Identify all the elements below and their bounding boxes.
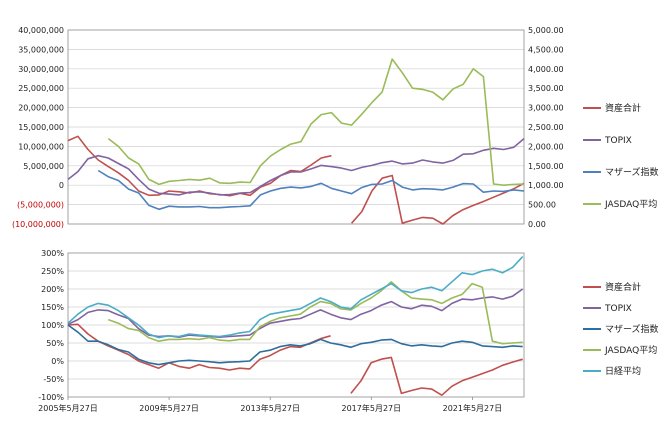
chart-2-legend-label-3: マザーズ指数 bbox=[605, 323, 659, 335]
chart-1-series-line-3 bbox=[97, 169, 525, 211]
chart-2-series bbox=[67, 256, 524, 396]
chart-1-plot-area bbox=[67, 29, 525, 225]
chart-1-legend: 資産合計 TOPIX マザーズ指数 JASDAQ平均 bbox=[583, 102, 659, 210]
chart-1: (10,000,000) (5,000,000) 0 5,000,000 10,000,… bbox=[12, 26, 659, 229]
chart-1-left-tick-label-11: 40,000,000 bbox=[18, 26, 64, 35]
chart-2-y-tick-label-2: -50% bbox=[43, 375, 64, 384]
chart-2-legend-label-5: 日経平均 bbox=[605, 365, 641, 377]
chart-1-left-tick-label-10: 35,000,000 bbox=[18, 45, 64, 54]
chart-1-series-line-2 bbox=[67, 137, 525, 196]
chart-2: -100% -50% 0% 50% 100% 150% 200% 250% 300% 2005年… bbox=[38, 249, 658, 413]
chart-1-right-tick-label-2: 500.00 bbox=[528, 201, 556, 210]
chart-1-legend-label-2: TOPIX bbox=[604, 136, 632, 146]
chart-2-x-tick-label-3: 2013年5月27日 bbox=[240, 403, 300, 413]
chart-1-right-tick-label-4: 1,500.00 bbox=[528, 162, 564, 171]
chart-1-left-tick-label-5: 10,000,000 bbox=[18, 142, 64, 151]
chart-1-right-tick-label-7: 3,000.00 bbox=[528, 104, 564, 113]
chart-2-x-tick-label-4: 2017年5月27日 bbox=[342, 403, 402, 413]
chart-2-series-line-1-seg-2 bbox=[350, 356, 523, 396]
chart-2-x-tick-label-1: 2005年5月27日 bbox=[38, 403, 98, 413]
chart-1-right-axis: 0.00 500.00 1,000.00 1,500.00 2,000.00 2,500.… bbox=[528, 26, 564, 229]
chart-1-left-axis: (10,000,000) (5,000,000) 0 5,000,000 10,000,… bbox=[12, 26, 64, 229]
chart-1-left-tick-label-8: 25,000,000 bbox=[18, 84, 64, 93]
chart-2-series-line-4 bbox=[107, 281, 523, 345]
chart-1-left-tick-label-7: 20,000,000 bbox=[18, 104, 64, 113]
chart-2-series-line-2 bbox=[67, 288, 524, 338]
chart-2-x-axis: 2005年5月27日 2009年5月27日 2013年5月27日 2017年5月27日… bbox=[38, 397, 502, 413]
chart-1-right-tick-label-9: 4,000.00 bbox=[528, 65, 564, 74]
chart-1-right-tick-label-10: 4,500.00 bbox=[528, 45, 564, 54]
chart-1-left-tick-label-6: 15,000,000 bbox=[18, 123, 64, 132]
chart-1-left-tick-label-2: (5,000,000) bbox=[17, 201, 64, 210]
chart-2-x-tick-label-5: 2021年5月27日 bbox=[443, 403, 503, 413]
chart-2-series-line-3 bbox=[67, 324, 523, 366]
chart-1-series-line-4 bbox=[107, 58, 525, 186]
chart-2-y-tick-label-6: 150% bbox=[41, 303, 64, 312]
chart-1-right-tick-label-6: 2,500.00 bbox=[528, 123, 564, 132]
chart-2-y-tick-label-1: -100% bbox=[38, 393, 64, 402]
chart-2-y-tick-label-9: 300% bbox=[41, 249, 64, 258]
chart-1-series bbox=[67, 58, 525, 225]
chart-2-gridlines bbox=[68, 270, 524, 380]
chart-1-legend-label-3: マザーズ指数 bbox=[605, 166, 659, 178]
chart-1-left-tick-label-3: 0 bbox=[59, 181, 64, 190]
chart-1-left-tick-label-1: (10,000,000) bbox=[12, 220, 64, 229]
chart-2-legend-label-1: 資産合計 bbox=[605, 281, 641, 293]
chart-1-right-tick-label-11: 5,000.00 bbox=[528, 26, 564, 35]
chart-2-series-line-1-seg-1 bbox=[67, 323, 331, 371]
chart-2-legend-label-2: TOPIX bbox=[604, 304, 632, 314]
chart-1-left-tick-label-4: 5,000,000 bbox=[23, 162, 64, 171]
chart-2-y-axis: -100% -50% 0% 50% 100% 150% 200% 250% 300% bbox=[38, 249, 64, 402]
chart-1-right-tick-label-3: 1,000.00 bbox=[528, 181, 564, 190]
chart-2-y-tick-label-5: 100% bbox=[41, 321, 64, 330]
chart-2-series-line-5 bbox=[67, 256, 524, 339]
chart-2-y-tick-label-8: 250% bbox=[41, 267, 64, 276]
chart-2-x-tick-label-2: 2009年5月27日 bbox=[139, 403, 199, 413]
chart-1-right-tick-label-1: 0.00 bbox=[528, 220, 546, 229]
chart-1-left-tick-label-9: 30,000,000 bbox=[18, 65, 64, 74]
chart-1-legend-label-4: JASDAQ平均 bbox=[604, 198, 657, 210]
chart-2-y-tick-label-4: 50% bbox=[46, 339, 64, 348]
chart-1-right-tick-label-5: 2,000.00 bbox=[528, 142, 564, 151]
chart-1-gridlines bbox=[68, 49, 524, 205]
chart-1-right-tick-label-8: 3,500.00 bbox=[528, 84, 564, 93]
chart-2-y-tick-label-3: 0% bbox=[51, 357, 64, 366]
chart-1-legend-label-1: 資産合計 bbox=[605, 102, 641, 114]
chart-2-y-tick-label-7: 200% bbox=[41, 285, 64, 294]
chart-2-legend-label-4: JASDAQ平均 bbox=[604, 344, 657, 356]
chart-1-series-line-1-seg-2 bbox=[350, 174, 525, 225]
